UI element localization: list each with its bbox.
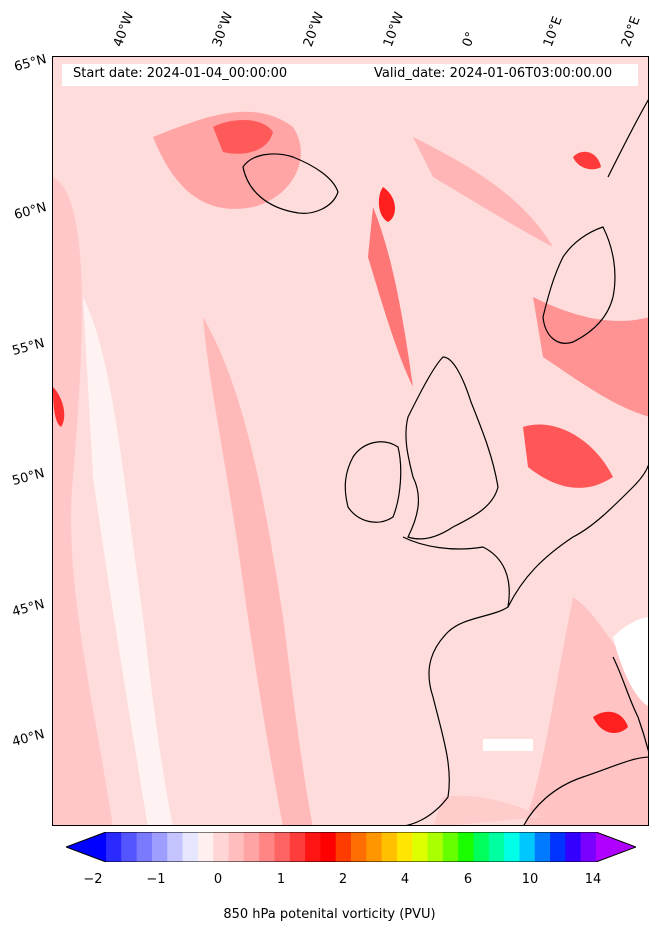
header-strip (62, 64, 638, 86)
colorbar-swatch (366, 832, 383, 862)
lat-label-45n: 45°N (10, 597, 47, 620)
lat-label-50n: 50°N (10, 466, 47, 489)
colorbar-arrow-high (596, 832, 636, 862)
colorbar-tick: 2 (338, 872, 348, 887)
colorbar-swatch (182, 832, 199, 862)
colorbar-swatch (335, 832, 352, 862)
lon-label-10e: 10°E (540, 14, 566, 50)
colorbar-swatch (106, 832, 122, 862)
colorbar-swatch (305, 832, 321, 862)
lon-label-10w: 10°W (380, 10, 408, 49)
pv-shading (53, 57, 648, 825)
colorbar-swatch (167, 832, 184, 862)
colorbar-swatch (519, 832, 536, 862)
colorbar-swatch (351, 832, 367, 862)
colorbar-swatch (550, 832, 566, 862)
colorbar-label: 850 hPa potenital vorticity (PVU) (223, 907, 436, 922)
colorbar-swatch (274, 832, 291, 862)
lon-label-40w: 40°W (110, 10, 138, 49)
colorbar-swatch (427, 832, 444, 862)
colorbar-tick: 14 (584, 872, 602, 887)
colorbar-swatch (197, 832, 214, 862)
colorbar-swatch (381, 832, 398, 862)
colorbar-tick: 6 (463, 872, 473, 887)
lat-label-55n: 55°N (10, 336, 47, 359)
colorbar-tick: 10 (521, 872, 539, 887)
colorbar-tick: −2 (83, 872, 103, 887)
lon-label-20e: 20°E (618, 14, 644, 50)
colorbar-arrow-low (66, 832, 106, 862)
colorbar-swatch (320, 832, 337, 862)
colorbar-swatch (121, 832, 138, 862)
colorbar-tick: 4 (400, 872, 410, 887)
colorbar-swatch (396, 832, 413, 862)
colorbar-swatch (228, 832, 245, 862)
colorbar-swatch (213, 832, 229, 862)
lat-label-60n: 60°N (12, 200, 49, 223)
colorbar-swatch (504, 832, 520, 862)
coastlines (242, 99, 648, 825)
colorbar-tick: 0 (213, 872, 223, 887)
colorbar-swatch (442, 832, 459, 862)
pv-contour-field (53, 57, 648, 825)
colorbar-swatch (289, 832, 306, 862)
colorbar-swatch (473, 832, 490, 862)
colorbar-swatch (243, 832, 260, 862)
colorbar-swatch (580, 832, 597, 862)
colorbar (66, 832, 636, 862)
start-date-label: Start date: 2024-01-04_00:00:00 (73, 66, 288, 81)
colorbar-swatch (534, 832, 551, 862)
colorbar-tick: −1 (146, 872, 166, 887)
colorbar-swatch (488, 832, 505, 862)
lat-label-65n: 65°N (12, 52, 49, 75)
colorbar-swatch (259, 832, 275, 862)
lon-label-30w: 30°W (209, 10, 237, 49)
colorbar-tick: 1 (276, 872, 286, 887)
colorbar-swatch (565, 832, 582, 862)
lon-label-20w: 20°W (300, 10, 328, 49)
colorbar-swatch (458, 832, 474, 862)
colorbar-swatch (412, 832, 429, 862)
lat-label-40n: 40°N (10, 727, 47, 750)
map-panel (52, 56, 649, 826)
colorbar-swatch (136, 832, 153, 862)
colorbar-swatch (151, 832, 168, 862)
valid-date-label: Valid_date: 2024-01-06T03:00:00.00 (374, 66, 613, 81)
lon-label-0: 0° (459, 29, 480, 49)
